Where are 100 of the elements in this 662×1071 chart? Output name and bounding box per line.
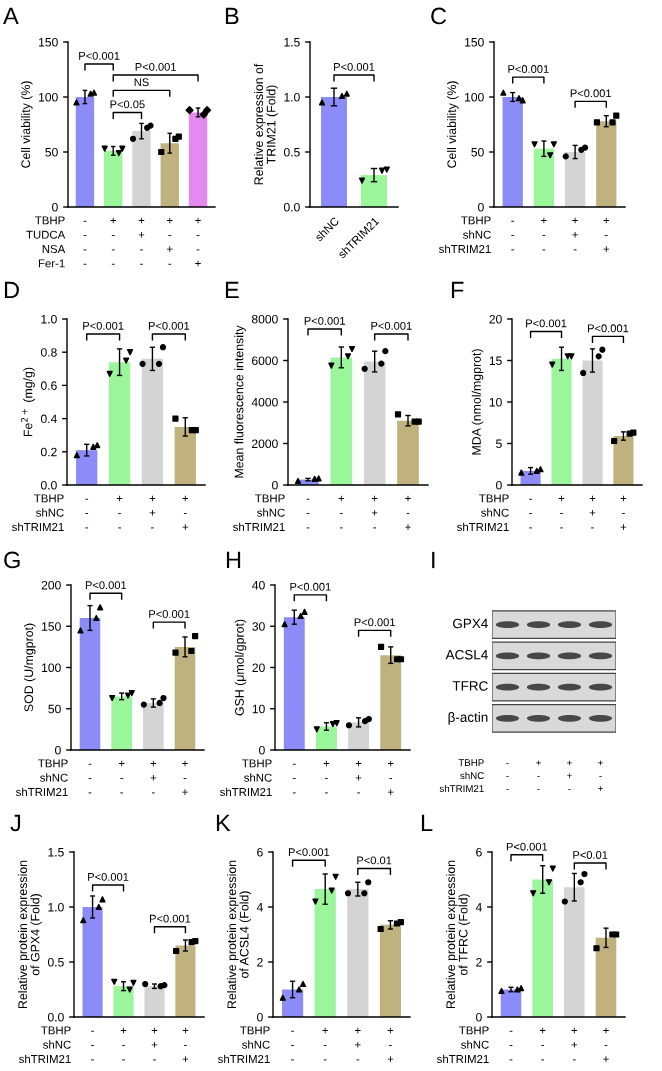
x-tick-label: + + - — [371, 495, 378, 529]
y-tick-label: 50 — [45, 147, 58, 157]
y-tick-label: 0 — [259, 745, 265, 755]
y-tick-label: 0 — [257, 1012, 263, 1022]
y-axis-title: Relative protein expression of ACSL4 (Fold) — [227, 860, 251, 1009]
bar — [160, 143, 179, 207]
bar — [532, 879, 553, 1017]
bar — [75, 97, 95, 207]
x-tick-label: + - + — [603, 217, 610, 252]
y-tick-label: 150 — [465, 37, 484, 47]
x-axis-title: TBHP shNC shTRIM21 — [457, 494, 509, 532]
bar — [174, 646, 196, 750]
y-tick-label: 5 — [496, 439, 502, 448]
x-tick-label: + - - — [118, 760, 125, 794]
annotation: P<0.001 — [288, 848, 330, 857]
x-tick-label: + - - - — [110, 217, 116, 265]
text: TBHP shNC shTRIM21 — [439, 759, 484, 793]
chart-title: G — [4, 551, 20, 569]
annotation: P<0.001 — [88, 872, 129, 881]
y-tick-label: 10 — [252, 704, 265, 714]
x-tick-label: + + - — [355, 1027, 361, 1061]
text: TFRC — [452, 681, 488, 691]
y-tick-label: 8000 — [251, 314, 278, 324]
bar — [141, 358, 164, 485]
y-tick-label: 0 — [272, 480, 278, 490]
y-tick-label: 1.5 — [284, 38, 300, 47]
x-tick-label: - - - — [529, 498, 532, 529]
y-tick-label: 50 — [471, 147, 484, 157]
text: β-actin — [448, 712, 488, 725]
y-tick-label: 4 — [475, 903, 482, 912]
annotation: P<0.001 — [85, 581, 127, 590]
bar — [113, 986, 134, 1017]
y-tick-label: 6 — [476, 847, 482, 857]
x-tick-label: - - - — [85, 498, 89, 529]
chart-title: B — [225, 7, 239, 25]
x-tick-label: + - + — [405, 495, 411, 530]
y-axis-title: Cell viability (%) — [21, 81, 33, 168]
y-tick-label: 50 — [48, 704, 61, 714]
x-axis-title: TBHP shNC shTRIM21 — [233, 494, 285, 532]
y-tick-label: 0.0 — [47, 1012, 64, 1022]
bar — [111, 696, 132, 750]
bar — [564, 152, 586, 207]
y-tick-label: 0 — [476, 1012, 482, 1022]
annotation: P<0.001 — [354, 618, 395, 627]
chart-title: C — [431, 7, 447, 25]
annotation: P<0.001 — [290, 582, 331, 591]
x-axis-title: TBHP shNC shTRIM21 — [439, 216, 491, 254]
bar — [283, 617, 305, 750]
y-axis-title: Cell viability (%) — [447, 81, 459, 168]
bar — [314, 889, 336, 1017]
bar — [174, 426, 196, 485]
bar — [363, 361, 386, 485]
y-tick-label: 2000 — [252, 439, 278, 448]
bar — [347, 889, 369, 1017]
annotation: NS — [134, 78, 149, 87]
annotation: P<0.001 — [83, 321, 124, 330]
y-axis-title: Relative protein expression of GPX4 (Fold) — [17, 860, 42, 1009]
bar — [500, 989, 522, 1017]
x-axis-title: TBHP shNC shTRIM21 — [220, 759, 272, 797]
y-tick-label: 40 — [252, 580, 265, 590]
annotation: P<0.001 — [526, 319, 567, 328]
y-tick-label: 20 — [489, 314, 502, 324]
x-tick-label: + - - — [322, 1027, 328, 1061]
x-tick-label: + + - — [150, 760, 157, 794]
y-tick-label: 1.0 — [284, 92, 300, 102]
x-tick-label: + - + — [387, 1027, 394, 1062]
bar — [330, 357, 353, 485]
y-tick-label: 0 — [496, 480, 502, 490]
chart-title: J — [10, 814, 21, 832]
annotation: P<0.001 — [149, 610, 190, 618]
y-tick-label: 4 — [256, 903, 263, 912]
y-tick-label: 30 — [252, 622, 265, 631]
x-tick-label: + + - — [572, 217, 578, 251]
y-tick-label: 2 — [257, 957, 263, 967]
x-tick-label: + + - — [571, 1027, 578, 1061]
x-axis-title: TBHP shNC shTRIM21 — [19, 1026, 71, 1064]
bar — [144, 986, 165, 1017]
x-axis-title: TBHP shNC shTRIM21 — [16, 759, 68, 797]
bar — [175, 945, 196, 1017]
bar — [502, 97, 523, 207]
x-tick-label: - - - - — [83, 220, 87, 265]
x-tick-label: + + - — [355, 760, 362, 794]
x-tick-label: + - - — [539, 1027, 546, 1061]
x-tick-label: - - - — [511, 220, 515, 251]
x-tick-label: + - + — [182, 760, 188, 795]
y-axis-title: Mean fluorescence intensity — [234, 325, 246, 478]
y-tick-label: 0.5 — [283, 147, 300, 157]
annotation: P<0.001 — [570, 89, 611, 98]
x-tick-label: + - - — [338, 495, 345, 529]
x-tick-label: + + - — [149, 495, 156, 529]
y-tick-label: 2 — [476, 957, 482, 967]
y-tick-label: 0.6 — [40, 381, 57, 390]
x-tick-label: + - - — [558, 495, 565, 529]
annotation: P<0.001 — [588, 324, 629, 333]
x-tick-label: + - + — [620, 495, 627, 530]
y-axis-title: GSH (μmol/gprot) — [234, 619, 247, 716]
x-tick-label: + - - — [120, 1027, 127, 1061]
y-tick-label: 15 — [489, 356, 502, 365]
bar — [108, 362, 131, 485]
text: ACSL4 — [445, 649, 488, 660]
